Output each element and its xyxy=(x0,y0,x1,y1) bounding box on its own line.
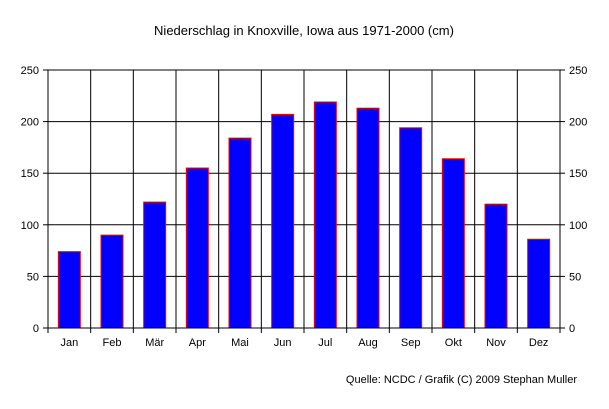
x-axis: Jan Feb Mär Apr Mai Jun Jul Aug Sep Okt Nov Dez xyxy=(47,328,561,349)
x-tick-label: Mär xyxy=(145,337,164,349)
bar-5 xyxy=(271,113,295,329)
plot-frame xyxy=(47,69,561,329)
x-tick-label: Nov xyxy=(486,337,506,349)
x-tick-label: Okt xyxy=(445,337,462,349)
x-tick-label: Apr xyxy=(189,337,206,349)
y-tick-label-right: 200 xyxy=(569,117,587,129)
y-tick-label-right: 150 xyxy=(569,168,587,180)
bar-9 xyxy=(441,158,465,329)
y-tick-label-right: 50 xyxy=(569,271,581,283)
y-tick-label-left: 100 xyxy=(21,220,39,232)
x-tick-label: Jul xyxy=(318,337,332,349)
x-tick-label: Jan xyxy=(60,337,78,349)
x-tick-label: Mai xyxy=(231,337,249,349)
bar-2 xyxy=(143,201,167,329)
chart-title: Niederschlag in Knoxville, Iowa aus 1971… xyxy=(154,23,454,38)
y-tick-label-right: 250 xyxy=(569,65,587,77)
bar-4 xyxy=(228,137,252,329)
x-tick-label: Dez xyxy=(529,337,549,349)
x-tick-label: Aug xyxy=(358,337,378,349)
y-tick-label-right: 0 xyxy=(569,323,575,335)
source-note: Quelle: NCDC / Grafik (C) 2009 Stephan M… xyxy=(346,374,577,386)
y-axis-right: 0 50 100 150 200 250 xyxy=(560,65,587,335)
x-tick-label: Jun xyxy=(274,337,292,349)
bar-10 xyxy=(484,203,508,329)
bar-3 xyxy=(185,167,209,329)
bar-1 xyxy=(100,234,124,329)
x-tick-label: Sep xyxy=(401,337,421,349)
y-tick-label-left: 200 xyxy=(21,117,39,129)
y-tick-label-left: 50 xyxy=(27,271,39,283)
y-tick-label-left: 0 xyxy=(33,323,39,335)
bars xyxy=(57,101,551,329)
y-tick-label-left: 250 xyxy=(21,65,39,77)
y-axis-left: 0 50 100 150 200 250 xyxy=(21,65,48,335)
bar-7 xyxy=(356,107,380,329)
y-tick-label-left: 150 xyxy=(21,168,39,180)
bar-0 xyxy=(57,251,81,329)
x-tick-label: Feb xyxy=(103,337,122,349)
bar-6 xyxy=(313,101,337,329)
bar-8 xyxy=(399,127,423,329)
bar-11 xyxy=(527,238,551,329)
y-tick-label-right: 100 xyxy=(569,220,587,232)
grid-lines xyxy=(47,69,561,329)
